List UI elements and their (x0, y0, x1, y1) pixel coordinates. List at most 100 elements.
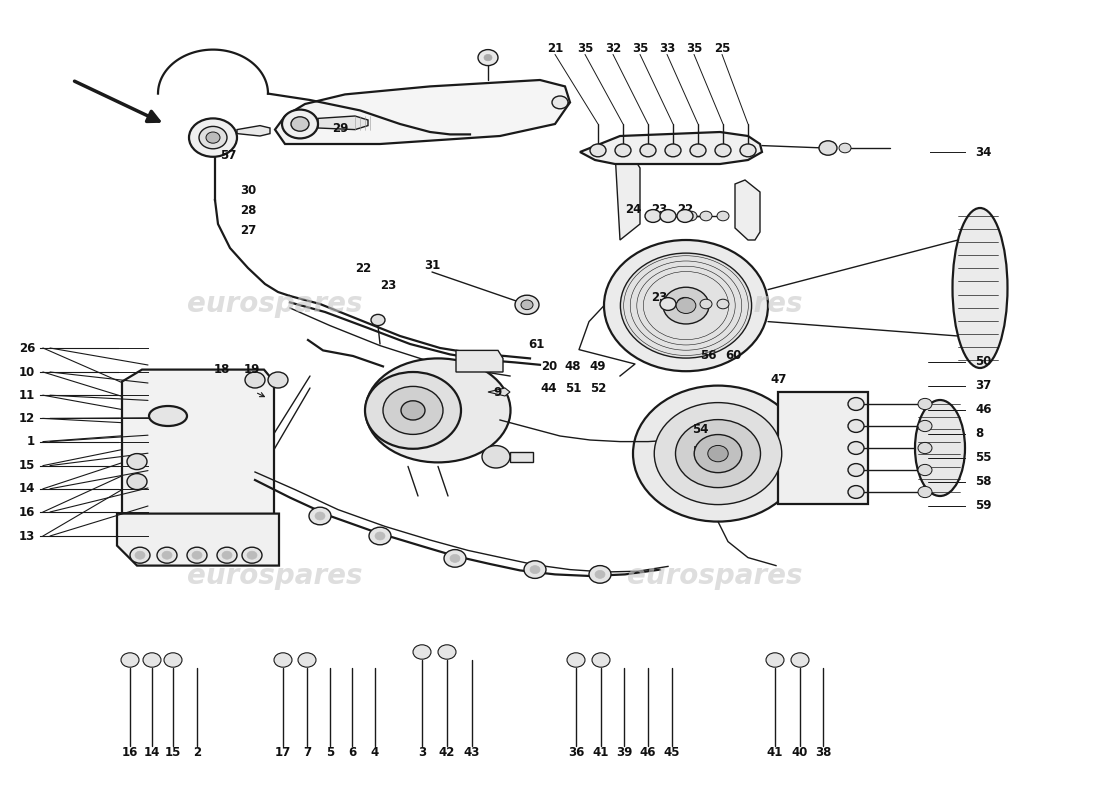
Circle shape (918, 421, 932, 432)
Polygon shape (615, 152, 640, 240)
Circle shape (383, 386, 443, 434)
Circle shape (604, 240, 768, 371)
Circle shape (484, 54, 492, 61)
Circle shape (918, 398, 932, 410)
Text: 10: 10 (19, 366, 35, 378)
Circle shape (740, 144, 756, 157)
Text: 35: 35 (685, 42, 702, 54)
Text: 35: 35 (576, 42, 593, 54)
Circle shape (654, 402, 782, 505)
Circle shape (685, 211, 697, 221)
Circle shape (126, 454, 147, 470)
Text: 11: 11 (19, 389, 35, 402)
Circle shape (715, 144, 732, 157)
Circle shape (268, 372, 288, 388)
Circle shape (676, 298, 696, 314)
Text: 51: 51 (564, 382, 581, 395)
Text: 8: 8 (975, 427, 983, 440)
Text: 34: 34 (975, 146, 991, 158)
Circle shape (717, 299, 729, 309)
Circle shape (694, 434, 741, 473)
Text: 32: 32 (605, 42, 621, 54)
Text: 46: 46 (640, 746, 657, 758)
Circle shape (552, 96, 568, 109)
Ellipse shape (953, 208, 1008, 368)
Circle shape (588, 566, 610, 583)
Text: 2: 2 (192, 746, 201, 758)
Circle shape (918, 464, 932, 475)
Ellipse shape (148, 406, 187, 426)
Circle shape (590, 144, 606, 157)
Circle shape (245, 372, 265, 388)
Text: 36: 36 (568, 746, 584, 758)
Text: 16: 16 (19, 506, 35, 518)
Circle shape (121, 653, 139, 667)
Text: 52: 52 (590, 382, 606, 395)
Circle shape (189, 118, 236, 157)
Text: 44: 44 (541, 382, 558, 395)
Text: 47: 47 (771, 373, 788, 386)
Circle shape (450, 554, 460, 562)
Text: 30: 30 (240, 184, 256, 197)
Text: 23: 23 (651, 203, 667, 216)
Circle shape (791, 653, 808, 667)
Text: 28: 28 (240, 204, 256, 217)
Circle shape (368, 527, 390, 545)
Text: 43: 43 (464, 746, 481, 758)
Text: 24: 24 (625, 203, 641, 216)
Text: 1: 1 (26, 435, 35, 448)
Circle shape (187, 547, 207, 563)
Circle shape (700, 299, 712, 309)
Text: 58: 58 (975, 475, 991, 488)
Text: 3: 3 (418, 746, 426, 758)
Circle shape (309, 507, 331, 525)
Circle shape (839, 143, 851, 153)
Text: 20: 20 (541, 360, 557, 373)
Text: 60: 60 (725, 349, 741, 362)
Circle shape (566, 653, 585, 667)
Text: eurospares: eurospares (627, 562, 803, 590)
Circle shape (315, 512, 324, 520)
Text: 9: 9 (493, 386, 502, 398)
Text: 16: 16 (122, 746, 139, 758)
Polygon shape (122, 370, 274, 522)
Circle shape (632, 386, 803, 522)
Circle shape (521, 300, 534, 310)
Circle shape (660, 210, 676, 222)
Text: 14: 14 (144, 746, 161, 758)
Text: 26: 26 (19, 342, 35, 354)
Polygon shape (735, 180, 760, 240)
Ellipse shape (365, 358, 510, 462)
Text: 41: 41 (767, 746, 783, 758)
Ellipse shape (915, 400, 965, 496)
Text: 45: 45 (663, 746, 680, 758)
Circle shape (282, 110, 318, 138)
Circle shape (524, 561, 546, 578)
Circle shape (298, 653, 316, 667)
Text: 37: 37 (975, 379, 991, 392)
Text: 33: 33 (659, 42, 675, 54)
Circle shape (848, 398, 864, 410)
Circle shape (620, 253, 751, 358)
Polygon shape (456, 350, 503, 372)
Circle shape (675, 419, 760, 488)
Circle shape (700, 211, 712, 221)
Polygon shape (236, 126, 270, 136)
Text: 61: 61 (528, 338, 544, 350)
Text: 29: 29 (332, 122, 349, 134)
Text: 48: 48 (564, 360, 581, 373)
Circle shape (412, 645, 431, 659)
Circle shape (676, 298, 693, 310)
Circle shape (157, 547, 177, 563)
Text: 15: 15 (165, 746, 182, 758)
Circle shape (162, 551, 172, 559)
Circle shape (663, 287, 710, 324)
Circle shape (645, 210, 661, 222)
Circle shape (135, 551, 145, 559)
Circle shape (918, 486, 932, 498)
Circle shape (766, 653, 784, 667)
Circle shape (666, 144, 681, 157)
Text: 56: 56 (700, 349, 716, 362)
Text: 21: 21 (547, 42, 563, 54)
Text: 40: 40 (792, 746, 808, 758)
